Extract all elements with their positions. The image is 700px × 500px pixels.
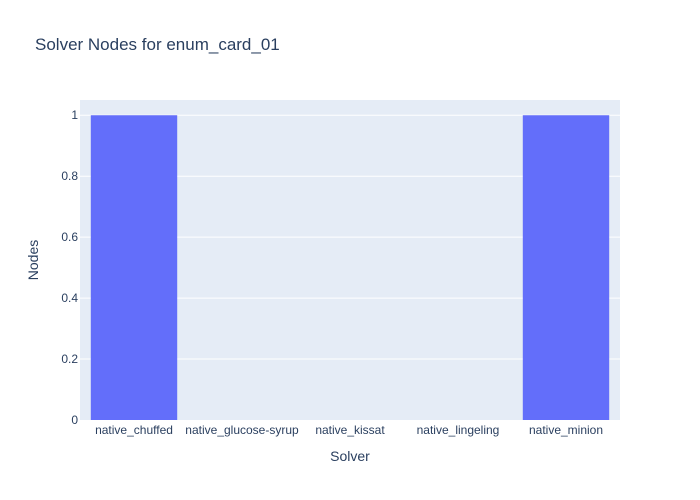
y-axis-ticks: 0 0.2 0.4 0.6 0.8 1 (61, 108, 78, 427)
y-tick-label: 1 (71, 108, 78, 122)
x-tick-label: native_glucose-syrup (185, 423, 299, 437)
y-tick-label: 0 (71, 413, 78, 427)
y-tick-label: 0.8 (61, 169, 78, 183)
x-tick-label: native_kissat (315, 423, 385, 437)
y-tick-label: 0.6 (61, 230, 78, 244)
x-tick-label: native_chuffed (95, 423, 173, 437)
x-tick-label: native_lingeling (417, 423, 500, 437)
y-tick-label: 0.4 (61, 291, 78, 305)
x-axis-title: Solver (330, 448, 370, 464)
x-tick-label: native_minion (529, 423, 603, 437)
x-axis-ticks: native_chuffed native_glucose-syrup native… (95, 423, 603, 437)
y-tick-label: 0.2 (61, 352, 78, 366)
bars (90, 115, 610, 420)
bar-native_minion[interactable] (522, 115, 610, 420)
chart-title: Solver Nodes for enum_card_01 (35, 35, 280, 54)
bar-native_chuffed[interactable] (90, 115, 178, 420)
y-axis-title: Nodes (25, 240, 41, 280)
